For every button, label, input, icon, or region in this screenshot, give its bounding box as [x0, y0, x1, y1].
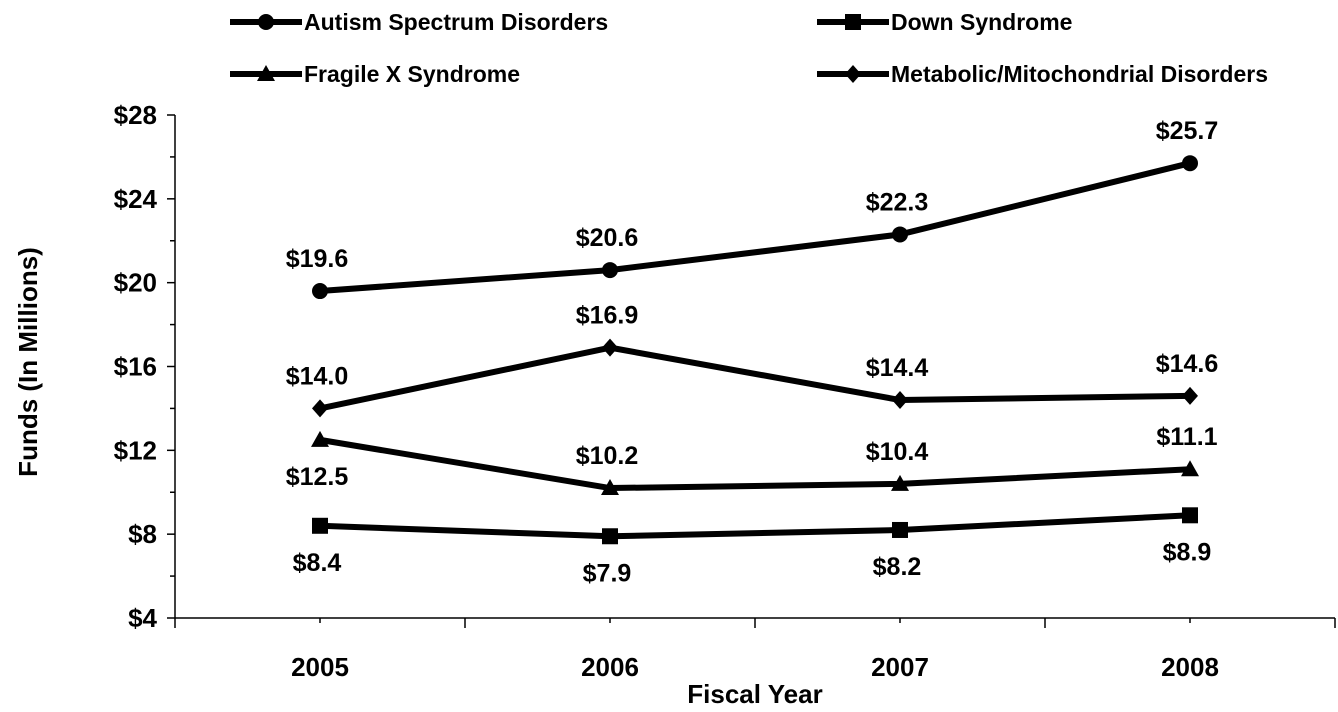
data-point-down-syndrome	[1182, 507, 1198, 524]
data-label-metabolic-mitochondrial-disorders: $14.4	[866, 354, 929, 382]
x-tick-label: 2005	[291, 652, 349, 682]
x-tick-label: 2008	[1161, 652, 1219, 682]
series-line-fragile-x-syndrome	[319, 436, 1191, 492]
data-point-fragile-x-syndrome	[311, 430, 329, 447]
y-tick-label: $8	[128, 519, 157, 549]
data-point-metabolic-mitochondrial-disorders	[892, 391, 908, 410]
data-label-fragile-x-syndrome: $10.4	[866, 438, 929, 466]
y-tick-label: $4	[128, 603, 157, 633]
data-point-down-syndrome	[312, 517, 328, 534]
data-point-down-syndrome	[602, 528, 618, 545]
data-labels: $19.6 $20.6 $22.3 $25.7 $8.4 $7.9 $8.2 $8.9 $12.…	[286, 117, 1219, 587]
y-tick-label: $16	[114, 352, 157, 382]
legend-marker-circle	[258, 14, 274, 30]
data-point-metabolic-mitochondrial-disorders	[1182, 386, 1198, 405]
data-label-metabolic-mitochondrial-disorders: $14.0	[286, 362, 349, 390]
data-label-down-syndrome: $7.9	[583, 559, 632, 587]
legend-item-metabolic-mitochondrial-disorders: Metabolic/Mitochondrial Disorders	[817, 61, 1268, 87]
legend-item-autism-spectrum-disorders: Autism Spectrum Disorders	[230, 9, 608, 35]
data-label-fragile-x-syndrome: $12.5	[286, 463, 349, 491]
y-tick-label: $28	[114, 100, 157, 130]
data-label-fragile-x-syndrome: $11.1	[1156, 423, 1217, 451]
data-point-fragile-x-syndrome	[601, 479, 619, 496]
data-point-down-syndrome	[892, 521, 908, 538]
y-tick-label: $24	[114, 184, 158, 214]
chart-legend: Autism Spectrum Disorders Down Syndrome Fr…	[230, 9, 1268, 87]
series-line-metabolic-mitochondrial-disorders	[319, 344, 1191, 412]
data-label-autism-spectrum-disorders: $19.6	[286, 245, 349, 273]
legend-label: Metabolic/Mitochondrial Disorders	[891, 61, 1268, 87]
data-point-autism-spectrum-disorders	[602, 262, 618, 279]
data-label-down-syndrome: $8.2	[873, 553, 922, 581]
data-point-metabolic-mitochondrial-disorders	[312, 399, 328, 418]
x-axis-title: Fiscal Year	[687, 679, 822, 709]
y-axis-ticks: $4 $8 $12 $16 $20 $24 $28	[114, 100, 175, 633]
data-point-metabolic-mitochondrial-disorders	[602, 338, 618, 357]
data-label-metabolic-mitochondrial-disorders: $16.9	[576, 302, 639, 330]
legend-marker-square	[845, 14, 861, 30]
y-tick-label: $12	[114, 435, 157, 465]
data-label-down-syndrome: $8.4	[293, 549, 342, 577]
y-tick-label: $20	[114, 268, 157, 298]
series-line-autism-spectrum-disorders	[319, 160, 1191, 295]
legend-label: Autism Spectrum Disorders	[304, 9, 608, 35]
data-label-autism-spectrum-disorders: $20.6	[576, 224, 639, 252]
x-tick-label: 2007	[871, 652, 929, 682]
data-point-autism-spectrum-disorders	[312, 283, 328, 300]
legend-label: Fragile X Syndrome	[304, 61, 520, 87]
legend-item-down-syndrome: Down Syndrome	[817, 9, 1072, 35]
data-point-fragile-x-syndrome	[891, 474, 909, 491]
data-label-autism-spectrum-disorders: $22.3	[866, 188, 929, 216]
x-tick-label: 2006	[581, 652, 639, 682]
legend-label: Down Syndrome	[891, 9, 1072, 35]
y-axis-title: Funds (In Millions)	[13, 247, 43, 477]
legend-marker-diamond	[845, 65, 861, 83]
data-label-down-syndrome: $8.9	[1163, 538, 1212, 566]
series-line-down-syndrome	[319, 512, 1191, 540]
data-point-autism-spectrum-disorders	[1182, 155, 1198, 172]
series-lines	[319, 160, 1191, 540]
data-label-fragile-x-syndrome: $10.2	[576, 442, 639, 470]
data-point-autism-spectrum-disorders	[892, 226, 908, 243]
legend-item-fragile-x-syndrome: Fragile X Syndrome	[230, 61, 520, 87]
data-label-autism-spectrum-disorders: $25.7	[1156, 117, 1219, 145]
x-axis-ticks: 2005 2006 2007 2008	[174, 618, 1336, 682]
series-markers	[311, 155, 1199, 545]
legend-marker-triangle	[257, 65, 275, 81]
data-label-metabolic-mitochondrial-disorders: $14.6	[1156, 350, 1219, 378]
data-point-fragile-x-syndrome	[1181, 460, 1199, 477]
